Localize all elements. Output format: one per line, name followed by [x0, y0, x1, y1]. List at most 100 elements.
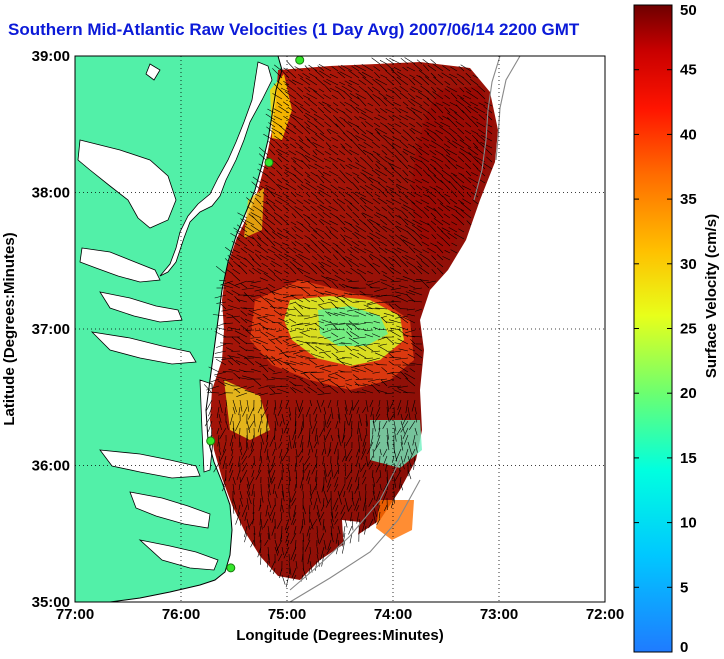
velocity-vector — [303, 218, 311, 226]
velocity-vector — [299, 331, 311, 338]
velocity-vector — [261, 262, 269, 268]
velocity-vector — [280, 385, 290, 387]
velocity-vector — [223, 378, 234, 381]
velocity-vector — [418, 70, 430, 79]
velocity-vector — [378, 399, 381, 407]
velocity-vector — [358, 143, 367, 149]
velocity-vector — [366, 280, 374, 283]
velocity-vector — [452, 140, 465, 149]
velocity-vector — [415, 352, 423, 359]
velocity-vector — [332, 163, 339, 170]
velocity-vector — [474, 146, 486, 156]
velocity-vector — [282, 193, 290, 198]
velocity-vector — [315, 77, 325, 86]
velocity-vector — [398, 190, 409, 198]
velocity-vector — [343, 226, 353, 233]
velocity-vector — [441, 72, 451, 79]
velocity-vector — [374, 287, 388, 292]
velocity-vector — [248, 448, 255, 458]
velocity-vector — [318, 63, 332, 72]
velocity-vector — [431, 255, 437, 261]
velocity-vector — [295, 560, 298, 569]
velocity-vector — [288, 511, 291, 521]
velocity-vector — [386, 413, 390, 423]
velocity-vector — [456, 134, 465, 142]
velocity-vector — [350, 132, 360, 142]
velocity-vector — [308, 359, 318, 366]
velocity-vector — [233, 227, 241, 233]
velocity-vector — [265, 504, 269, 517]
velocity-vector — [343, 238, 353, 247]
velocity-vector — [411, 399, 416, 412]
velocity-vector — [376, 364, 388, 366]
velocity-vector — [310, 380, 318, 387]
velocity-vector — [312, 150, 318, 156]
velocity-vector — [387, 122, 395, 128]
velocity-vector — [311, 299, 318, 303]
velocity-vector — [244, 356, 255, 366]
velocity-vector — [326, 483, 332, 493]
velocity-vector — [390, 280, 402, 283]
velocity-vector — [349, 406, 353, 416]
velocity-vector — [241, 504, 248, 518]
velocity-vector — [442, 256, 451, 261]
velocity-vector — [216, 427, 220, 435]
velocity-vector — [246, 434, 248, 449]
velocity-vector — [252, 176, 262, 184]
velocity-vector — [222, 441, 227, 453]
velocity-vector — [422, 123, 430, 128]
velocity-vector — [260, 295, 269, 303]
velocity-vector — [373, 326, 381, 331]
velocity-vector — [390, 287, 402, 291]
velocity-vector — [300, 434, 304, 448]
velocity-vector — [346, 476, 353, 490]
velocity-vector — [423, 113, 430, 121]
velocity-vector — [293, 168, 304, 177]
velocity-vector — [421, 210, 430, 219]
velocity-vector — [455, 210, 465, 219]
velocity-vector — [266, 427, 269, 441]
velocity-vector — [379, 448, 382, 456]
velocity-vector — [295, 193, 304, 198]
velocity-vector — [427, 222, 437, 233]
velocity-vector — [388, 256, 395, 261]
velocity-vector — [355, 504, 360, 512]
velocity-vector — [304, 171, 311, 177]
velocity-vector — [378, 97, 388, 107]
velocity-vector — [322, 455, 325, 465]
velocity-vector — [344, 221, 353, 226]
map-plot-area — [74, 55, 606, 603]
velocity-vector — [400, 57, 409, 65]
velocity-vector — [271, 525, 276, 536]
velocity-vector — [380, 108, 388, 114]
velocity-vector — [288, 469, 291, 482]
velocity-vector — [378, 182, 388, 191]
velocity-vector — [262, 327, 276, 331]
velocity-vector — [221, 357, 234, 360]
velocity-vector — [444, 80, 451, 86]
velocity-vector — [374, 128, 381, 135]
velocity-vector — [317, 301, 332, 306]
velocity-vector — [285, 525, 290, 534]
velocity-vector — [333, 441, 339, 455]
velocity-vector — [246, 483, 251, 496]
velocity-vector — [327, 298, 339, 303]
velocity-vector — [425, 89, 437, 100]
velocity-vector — [471, 87, 479, 93]
velocity-vector — [401, 206, 409, 212]
velocity-vector — [303, 95, 311, 100]
velocity-vector — [313, 289, 325, 296]
velocity-vector — [471, 172, 479, 177]
velocity-vector — [433, 76, 444, 86]
velocity-vector — [454, 233, 465, 240]
velocity-vector — [344, 175, 353, 184]
velocity-vector — [337, 525, 341, 535]
velocity-vector — [368, 518, 374, 529]
velocity-vector — [393, 389, 402, 394]
velocity-vector — [460, 173, 472, 184]
velocity-vector — [266, 187, 276, 198]
velocity-vector — [460, 97, 472, 107]
velocity-vector — [438, 115, 444, 121]
